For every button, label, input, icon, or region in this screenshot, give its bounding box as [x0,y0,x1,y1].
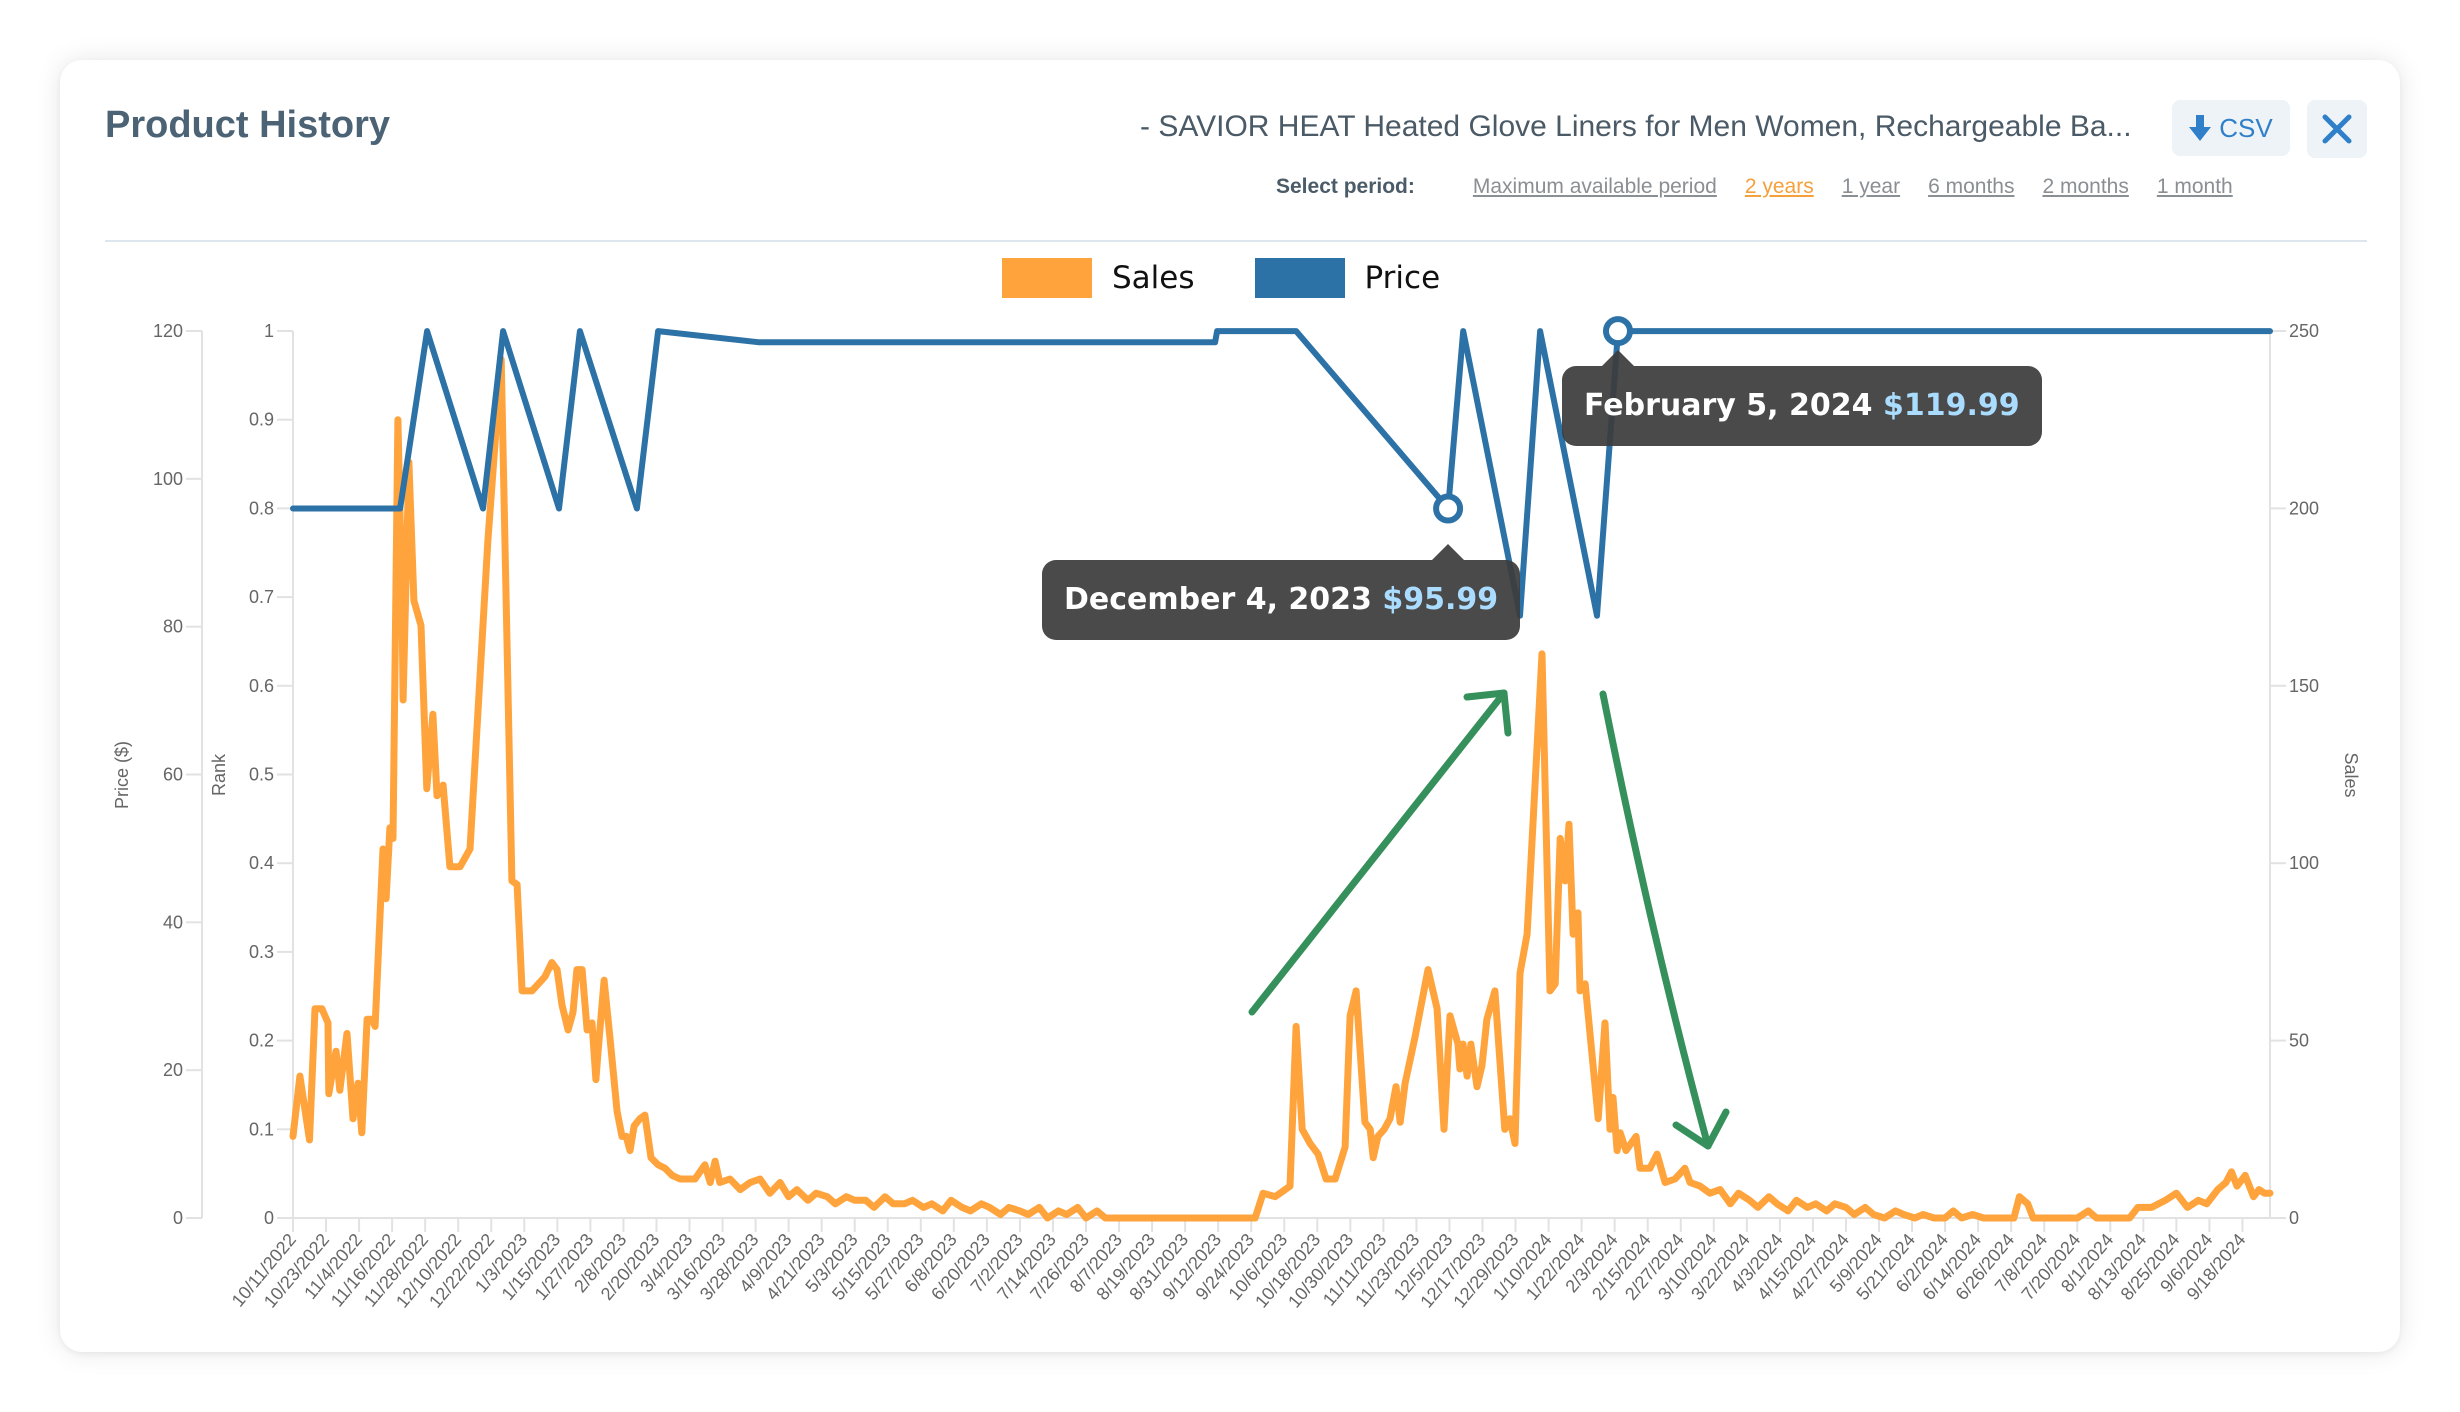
svg-text:0.6: 0.6 [249,676,274,696]
svg-text:120: 120 [153,321,183,341]
svg-text:Rank: Rank [209,753,229,796]
close-x-icon [2322,114,2352,144]
svg-text:100: 100 [2289,853,2319,873]
svg-text:1: 1 [264,321,274,341]
svg-text:0.2: 0.2 [249,1031,274,1051]
svg-text:0: 0 [264,1208,274,1228]
legend-item-sales[interactable]: Sales [1002,258,1195,298]
svg-text:100: 100 [153,469,183,489]
price-swatch [1254,258,1345,298]
svg-text:0.3: 0.3 [249,942,274,962]
svg-text:Price ($): Price ($) [112,741,132,809]
legend-label-sales: Sales [1112,260,1195,296]
product-history-modal [60,60,2400,1352]
tooltip-price: $95.99 [1382,582,1499,617]
period-option-max[interactable]: Maximum available period [1472,175,1717,198]
svg-text:250: 250 [2289,321,2319,341]
download-arrow-icon [2189,115,2212,141]
tooltip-date: February 5, 2024 [1584,388,1873,423]
annotation-arrow-down [1599,690,1730,1150]
page-title: Product History [105,104,391,146]
sales-swatch [1002,258,1092,298]
chart-legend: Sales Price [1002,258,1500,298]
tooltip-price: $119.99 [1882,388,2020,423]
svg-text:Sales: Sales [2341,752,2361,797]
svg-text:20: 20 [163,1060,183,1080]
period-option-2-years[interactable]: 2 years [1744,175,1814,198]
price-tooltip-dec-2023: December 4, 2023 $95.99 [1042,544,1521,640]
svg-text:200: 200 [2289,498,2319,518]
chart-axes: 0 20 40 60 80 100 120 Price ($) 0 0.1 0.2 0.3 0.4 0.5… [112,321,2361,1228]
svg-text:0.8: 0.8 [249,498,274,518]
csv-download-button[interactable]: CSV [2172,100,2290,156]
svg-text:0.5: 0.5 [249,765,274,785]
annotation-arrow-up [1248,689,1512,1016]
legend-label-price: Price [1364,260,1441,296]
price-line [290,328,2273,619]
x-axis-ticks: 10/11/202210/23/202211/4/202211/16/20221… [228,1218,2250,1312]
svg-text:0.4: 0.4 [249,853,274,873]
svg-text:80: 80 [163,617,183,637]
price-point-marker-feb-2024[interactable] [1602,316,1633,347]
svg-text:50: 50 [2289,1031,2309,1051]
svg-text:60: 60 [163,765,183,785]
period-option-1-month[interactable]: 1 month [2156,175,2233,198]
tooltip-date: December 4, 2023 [1064,582,1372,617]
period-label: Select period: [1276,175,1415,198]
close-button[interactable] [2307,100,2367,158]
price-point-marker-dec-2023[interactable] [1433,493,1464,524]
svg-text:0.7: 0.7 [249,587,274,607]
svg-text:150: 150 [2289,676,2319,696]
period-option-2-months[interactable]: 2 months [2042,175,2129,198]
period-option-6-months[interactable]: 6 months [1928,175,2015,198]
svg-text:40: 40 [163,912,183,932]
legend-item-price[interactable]: Price [1254,258,1441,298]
period-option-1-year[interactable]: 1 year [1841,175,1901,198]
sales-line [289,355,2274,1222]
csv-label: CSV [2219,112,2273,143]
svg-text:0: 0 [173,1208,183,1228]
svg-text:0: 0 [2289,1208,2299,1228]
svg-text:0.1: 0.1 [249,1119,274,1139]
price-tooltip-feb-2024: February 5, 2024 $119.99 [1562,350,2042,446]
svg-text:0.9: 0.9 [249,410,274,430]
header-divider [105,240,2367,242]
product-name: - SAVIOR HEAT Heated Glove Liners for Me… [1140,110,2132,143]
period-selector: Select period: Maximum available period … [1276,172,2261,202]
